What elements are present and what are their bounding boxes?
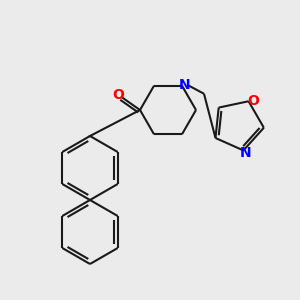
Text: O: O	[248, 94, 260, 108]
Text: N: N	[240, 146, 251, 161]
Text: O: O	[112, 88, 124, 102]
Text: N: N	[179, 78, 191, 92]
